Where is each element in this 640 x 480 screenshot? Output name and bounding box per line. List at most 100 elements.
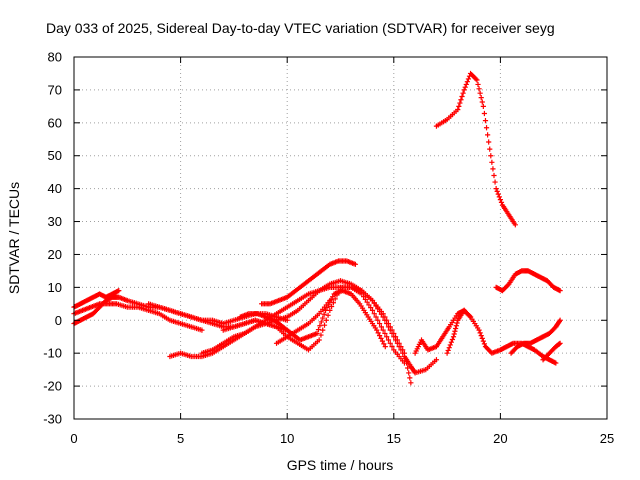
data-point: [490, 166, 496, 172]
data-point: [505, 282, 511, 288]
data-point: [387, 340, 393, 346]
series-track-p: [540, 340, 563, 363]
y-tick-label: 10: [48, 280, 62, 295]
data-point: [557, 317, 563, 323]
data-point: [385, 320, 392, 327]
series-track-o: [508, 317, 563, 356]
data-marks: [71, 70, 563, 386]
data-point: [321, 311, 327, 317]
data-point: [384, 317, 390, 323]
data-point: [480, 338, 486, 344]
data-point: [401, 350, 408, 356]
data-point: [398, 344, 404, 350]
data-point: [476, 86, 482, 92]
series-track-g: [220, 284, 408, 366]
data-point: [352, 261, 359, 267]
data-point: [462, 84, 468, 90]
data-point: [373, 314, 379, 320]
data-point: [479, 335, 485, 341]
data-point: [116, 288, 122, 294]
data-point: [380, 327, 386, 333]
data-point: [378, 324, 384, 330]
data-point: [375, 330, 381, 336]
data-point: [381, 341, 387, 347]
chart-title: Day 033 of 2025, Sidereal Day-to-day VTE…: [46, 20, 555, 36]
data-point: [325, 312, 331, 318]
data-point: [465, 76, 472, 82]
data-point: [384, 334, 390, 340]
y-tick-label: 0: [55, 313, 62, 328]
data-point: [485, 132, 491, 138]
data-point: [389, 344, 395, 350]
data-point: [317, 323, 323, 329]
data-point: [464, 79, 470, 85]
data-point: [480, 103, 486, 109]
data-point: [476, 327, 482, 333]
data-point: [463, 81, 469, 88]
data-point: [318, 319, 324, 325]
data-point: [482, 118, 489, 124]
data-point: [453, 323, 459, 329]
data-point: [498, 199, 505, 205]
data-point: [382, 314, 388, 320]
y-tick-label: 60: [48, 115, 62, 130]
data-point: [330, 294, 336, 300]
data-point: [497, 197, 503, 203]
data-point: [314, 330, 320, 337]
data-point: [376, 320, 383, 327]
data-point: [477, 330, 483, 336]
data-point: [322, 307, 329, 313]
y-tick-label: -20: [43, 379, 62, 394]
data-point: [454, 320, 460, 326]
data-point: [494, 188, 500, 194]
data-point: [408, 380, 414, 386]
data-point: [446, 345, 452, 351]
series-track-m: [444, 307, 474, 356]
tick-labels: 0 5 10 15 20 25 -30 -20 -10 0 10 20 30 40 50 60 70 80: [43, 50, 614, 447]
data-point: [375, 317, 381, 323]
data-point: [466, 313, 473, 319]
data-point: [376, 333, 383, 339]
data-point: [362, 296, 368, 303]
data-point: [448, 339, 454, 345]
data-point: [366, 302, 372, 308]
data-point: [382, 344, 388, 350]
data-point: [512, 222, 518, 228]
data-point: [392, 334, 399, 340]
data-point: [495, 191, 501, 197]
y-tick-label: 80: [48, 50, 62, 65]
data-point: [406, 370, 412, 376]
data-point: [400, 347, 406, 353]
data-point: [450, 334, 457, 340]
x-tick-label: 10: [280, 431, 294, 446]
data-point: [389, 327, 395, 333]
data-point: [492, 179, 498, 185]
series-track-k: [412, 307, 559, 366]
series-track-n: [493, 268, 563, 294]
data-point: [456, 103, 462, 109]
y-tick-label: 50: [48, 148, 62, 163]
series-track-j: [273, 297, 333, 346]
data-point: [364, 299, 370, 305]
series-track-l: [433, 70, 518, 228]
data-point: [369, 307, 376, 313]
data-point: [474, 77, 480, 83]
data-point: [486, 139, 492, 145]
data-point: [467, 314, 474, 320]
data-point: [449, 336, 456, 343]
x-axis-title: GPS time / hours: [287, 457, 394, 473]
data-point: [391, 330, 397, 337]
data-point: [359, 291, 365, 297]
data-point: [496, 194, 502, 200]
data-point: [380, 311, 386, 317]
data-point: [199, 327, 205, 333]
data-point: [371, 311, 377, 317]
data-point: [487, 146, 493, 152]
data-point: [447, 342, 453, 348]
data-point: [473, 76, 479, 82]
data-point: [477, 90, 483, 96]
y-tick-label: 70: [48, 82, 62, 97]
data-point: [315, 326, 322, 333]
x-tick-label: 0: [70, 431, 77, 446]
data-point: [316, 337, 322, 343]
